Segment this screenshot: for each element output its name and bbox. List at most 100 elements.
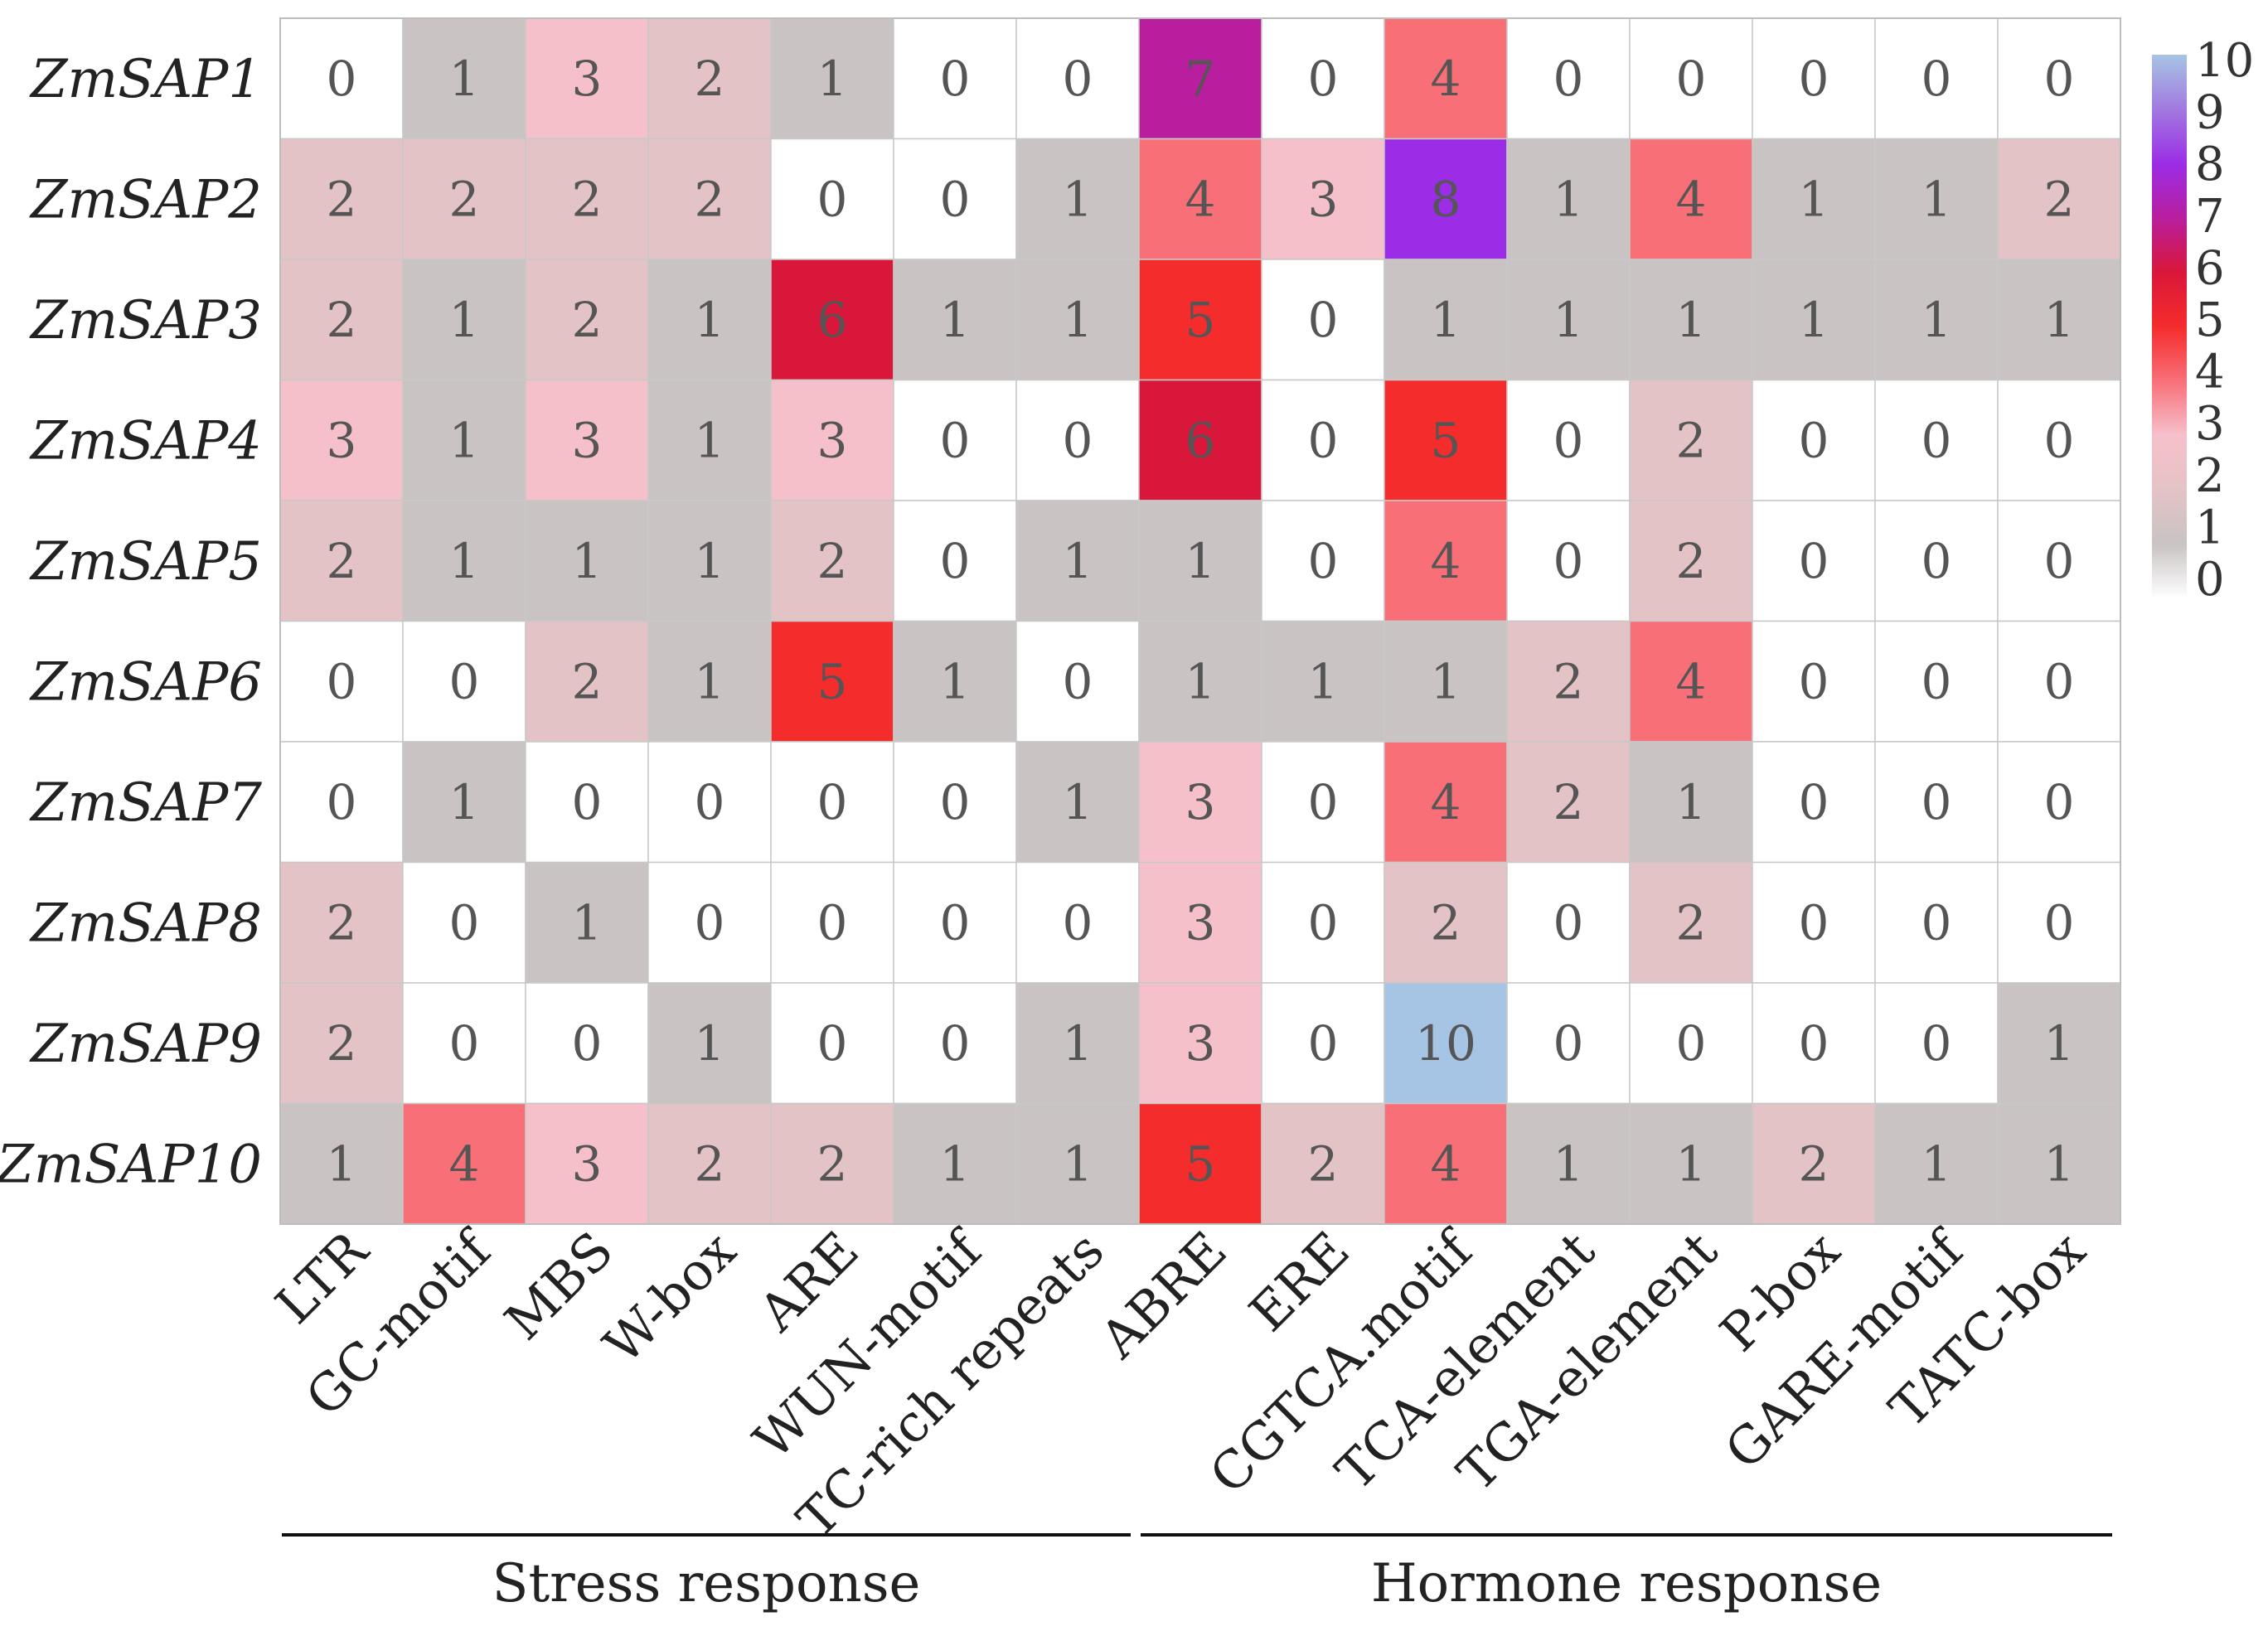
cell-value: 1 — [1922, 171, 1952, 227]
cell-value: 0 — [695, 894, 725, 951]
cell-value: 2 — [1799, 1135, 1829, 1192]
heatmap-cell — [1752, 138, 1876, 260]
cell-value: 2 — [1676, 894, 1707, 951]
heatmap-cell — [1997, 861, 2121, 984]
cell-value: 3 — [1185, 894, 1216, 951]
row-label: ZmSAP4 — [29, 410, 262, 472]
cell-value: 0 — [1308, 533, 1339, 589]
heatmap-cell — [279, 620, 404, 743]
heatmap-cell — [1997, 259, 2121, 381]
cell-value: 1 — [1308, 653, 1339, 709]
cell-value: 0 — [1922, 412, 1952, 468]
heatmap-cell — [1629, 259, 1753, 381]
row-label: ZmSAP7 — [29, 772, 262, 834]
heatmap-cell — [1138, 982, 1262, 1105]
cell-value: 1 — [2044, 292, 2075, 348]
cell-value: 1 — [1676, 1135, 1707, 1192]
heatmap-cell — [770, 17, 894, 140]
heatmap-cell — [770, 741, 894, 864]
heatmap-cell — [525, 620, 649, 743]
heatmap-cell — [1261, 741, 1385, 864]
cell-value: 0 — [1063, 894, 1093, 951]
cell-value: 1 — [695, 412, 725, 468]
cell-value: 0 — [1308, 774, 1339, 830]
heatmap-cell — [1752, 861, 1876, 984]
group-brackets: Stress response Hormone response — [282, 1533, 2112, 1614]
heatmap-cell — [1138, 17, 1262, 140]
heatmap-cell — [770, 982, 894, 1105]
cell-value: 0 — [1553, 533, 1584, 589]
cell-value: 0 — [940, 894, 971, 951]
column-label: ABRE — [1088, 1220, 1238, 1370]
cell-value: 2 — [817, 533, 848, 589]
heatmap-cell — [1384, 138, 1508, 260]
heatmap-cell — [1384, 259, 1508, 381]
cell-value: 4 — [1185, 171, 1216, 227]
heatmap-cell — [525, 379, 649, 501]
cell-value: 0 — [449, 894, 480, 951]
cell-value: 3 — [1185, 1015, 1216, 1072]
row-label: ZmSAP3 — [29, 290, 262, 351]
cell-value: 4 — [449, 1135, 480, 1192]
cell-value: 1 — [695, 653, 725, 709]
heatmap-cell — [1752, 741, 1876, 864]
cell-value: 4 — [1431, 51, 1461, 107]
cell-value: 6 — [817, 292, 848, 348]
cell-value: 0 — [572, 1015, 603, 1072]
heatmap-cell — [279, 379, 404, 501]
heatmap-cell — [1138, 741, 1262, 864]
heatmap-cell — [1874, 741, 1999, 864]
cell-value: 5 — [1185, 1135, 1216, 1192]
heatmap-cell — [1384, 741, 1508, 864]
cell-value: 4 — [1431, 1135, 1461, 1192]
cell-value: 0 — [1799, 51, 1829, 107]
heatmap-cell — [1138, 259, 1262, 381]
heatmap-cell — [1261, 982, 1385, 1105]
cell-value: 0 — [1922, 1015, 1952, 1072]
cell-value: 4 — [1431, 533, 1461, 589]
cell-value: 0 — [817, 774, 848, 830]
cell-value: 0 — [327, 51, 357, 107]
cell-value: 1 — [1431, 653, 1461, 709]
heatmap-cell — [402, 379, 526, 501]
cell-value: 4 — [1431, 774, 1461, 830]
cell-value: 0 — [1676, 51, 1707, 107]
heatmap-cell — [1261, 620, 1385, 743]
cell-value: 0 — [2044, 894, 2075, 951]
heatmap-cell — [402, 982, 526, 1105]
cell-value: 3 — [572, 1135, 603, 1192]
row-label: ZmSAP10 — [0, 1134, 262, 1195]
heatmap-cell — [402, 861, 526, 984]
heatmap-cell — [647, 1102, 772, 1225]
cell-value: 2 — [327, 1015, 357, 1072]
cell-value: 0 — [1308, 894, 1339, 951]
heatmap-cell — [1015, 138, 1140, 260]
cell-value: 0 — [2044, 412, 2075, 468]
heatmap-cell — [1015, 741, 1140, 864]
heatmap-cell — [1384, 982, 1508, 1105]
cell-value: 0 — [940, 412, 971, 468]
cell-value: 1 — [2044, 1015, 2075, 1072]
cell-value: 1 — [572, 533, 603, 589]
cell-value: 0 — [327, 774, 357, 830]
row-label: ZmSAP1 — [29, 49, 262, 110]
cell-value: 2 — [1676, 412, 1707, 468]
heatmap-cell — [279, 741, 404, 864]
heatmap-cell — [279, 982, 404, 1105]
row-label: ZmSAP2 — [29, 169, 262, 230]
row-labels: ZmSAP1 ZmSAP2 ZmSAP3 ZmSAP4 ZmSAP5 ZmSAP6 ZmSA… — [0, 49, 262, 1196]
heatmap-cell — [1752, 17, 1876, 140]
heatmap-cell — [893, 379, 1017, 501]
cell-value: 1 — [449, 774, 480, 830]
heatmap-cell — [402, 138, 526, 260]
heatmap-cell — [647, 379, 772, 501]
colorbar-tick-label: 5 — [2195, 293, 2225, 347]
cell-value: 1 — [327, 1135, 357, 1192]
colorbar-tick-label: 3 — [2195, 397, 2225, 451]
heatmap-cell — [1506, 379, 1631, 501]
heatmap-cell — [1629, 982, 1753, 1105]
heatmap-cell — [279, 500, 404, 622]
cell-value: 10 — [1415, 1015, 1476, 1072]
cell-value: 1 — [1676, 774, 1707, 830]
heatmap-cell — [893, 17, 1017, 140]
